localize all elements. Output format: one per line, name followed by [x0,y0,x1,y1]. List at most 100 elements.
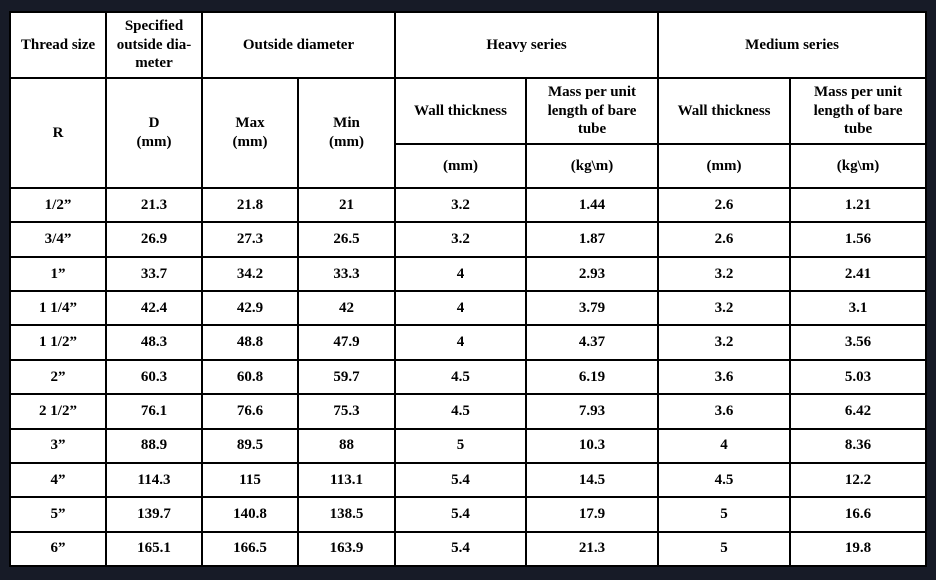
table-cell: 2.41 [789,255,928,293]
table-cell: 6.42 [789,393,928,430]
table-cell: 4 [394,324,528,361]
table-cell: 3.6 [657,393,792,430]
table-cell: 3.6 [657,358,792,396]
table-cell: 88 [296,427,397,464]
header-row-group: Thread size Specified outside dia- meter… [9,11,928,79]
table-row: 3” 88.9 89.5 88 5 10.3 4 8.36 [9,427,928,464]
table-cell: 163.9 [296,530,397,568]
table-cell: 21.3 [525,530,660,568]
table-cell: 8.36 [789,427,928,464]
unit-heavy-wall-mm: (mm) [394,143,528,189]
unit-medium-mass-kgm: (kg\m) [789,143,928,189]
table-cell: 75.3 [296,393,397,430]
table-cell: 1.21 [789,186,928,224]
table-cell: 115 [201,461,299,499]
table-cell: 42 [296,290,397,327]
table-cell: 4.5 [657,461,792,499]
table-cell: 5 [394,427,528,464]
table-cell: 19.8 [789,530,928,568]
table-cell: 1” [9,255,107,293]
table-cell: 48.8 [201,324,299,361]
table-cell: 166.5 [201,530,299,568]
table-cell: 42.4 [105,290,203,327]
col-header-max-mm: Max (mm) [201,77,299,189]
col-header-min-mm: Min (mm) [296,77,397,189]
table-cell: 5.4 [394,496,528,533]
col-header-heavy-series: Heavy series [394,11,660,79]
table-cell: 42.9 [201,290,299,327]
table-cell: 2.6 [657,221,792,258]
table-cell: 12.2 [789,461,928,499]
table-cell: 3/4” [9,221,107,258]
col-header-medium-mass: Mass per unit length of bare tube [789,77,928,145]
table-cell: 1 1/4” [9,290,107,327]
unit-heavy-mass-kgm: (kg\m) [525,143,660,189]
table-cell: 3.79 [525,290,660,327]
table-cell: 5” [9,496,107,533]
header-row-units: (mm) (kg\m) (mm) (kg\m) [10,143,928,189]
table-cell: 1.44 [525,186,660,224]
table-cell: 89.5 [201,427,299,464]
table-cell: 3.2 [394,221,528,258]
table-cell: 60.8 [201,358,299,396]
table-cell: 48.3 [105,324,203,361]
table-cell: 3” [9,427,107,464]
table-cell: 6.19 [525,358,660,396]
table-cell: 138.5 [296,496,397,533]
col-header-specified-od: Specified outside dia- meter [105,11,203,79]
table-row: 6” 165.1 166.5 163.9 5.4 21.3 5 19.8 [9,530,928,568]
table-cell: 4.37 [525,324,660,361]
table-cell: 5.03 [789,358,928,396]
table-cell: 14.5 [525,461,660,499]
table-cell: 3.2 [657,324,792,361]
table-row: 3/4” 26.9 27.3 26.5 3.2 1.87 2.6 1.56 [9,221,928,258]
table-cell: 2” [9,358,107,396]
table-cell: 27.3 [201,221,299,258]
table-cell: 2.6 [657,186,792,224]
table-row: 1 1/2” 48.3 48.8 47.9 4 4.37 3.2 3.56 [9,324,928,361]
table-cell: 113.1 [296,461,397,499]
table-cell: 4 [394,290,528,327]
table-cell: 76.1 [105,393,203,430]
table-cell: 26.9 [105,221,203,258]
table-cell: 59.7 [296,358,397,396]
table-cell: 165.1 [105,530,203,568]
table-row: 5” 139.7 140.8 138.5 5.4 17.9 5 16.6 [9,496,928,533]
table-cell: 1.87 [525,221,660,258]
table-cell: 1.56 [789,221,928,258]
table-body: 1/2” 21.3 21.8 21 3.2 1.44 2.6 1.21 3/4” 26.9 27.3… [9,186,928,568]
table-cell: 33.3 [296,255,397,293]
pipe-dimensions-table: Thread size Specified outside dia- meter… [9,11,928,568]
table-cell: 60.3 [105,358,203,396]
table-cell: 3.2 [657,255,792,293]
table-cell: 4.5 [394,393,528,430]
table-cell: 47.9 [296,324,397,361]
table-cell: 17.9 [525,496,660,533]
table-cell: 3.2 [657,290,792,327]
table-cell: 2.93 [525,255,660,293]
table-cell: 7.93 [525,393,660,430]
table-cell: 3.1 [789,290,928,327]
table-cell: 5 [657,530,792,568]
unit-medium-wall-mm: (mm) [657,143,792,189]
table-cell: 2 1/2” [9,393,107,430]
col-header-thread-size: Thread size [9,11,107,79]
table-cell: 5.4 [394,461,528,499]
table-cell: 1 1/2” [9,324,107,361]
table-cell: 114.3 [105,461,203,499]
header-row-sub: R D (mm) Max (mm) Min (mm) Wall thicknes… [9,77,928,189]
table-cell: 3.56 [789,324,928,361]
table-cell: 88.9 [105,427,203,464]
table-cell: 140.8 [201,496,299,533]
table-cell: 33.7 [105,255,203,293]
table-row: 2” 60.3 60.8 59.7 4.5 6.19 3.6 5.03 [9,358,928,396]
table-cell: 16.6 [789,496,928,533]
table-cell: 21.3 [105,186,203,224]
table-cell: 26.5 [296,221,397,258]
table-cell: 1/2” [9,186,107,224]
table-cell: 4” [9,461,107,499]
table-cell: 21.8 [201,186,299,224]
col-header-medium-series: Medium series [657,11,928,79]
col-header-outside-diameter: Outside diameter [200,11,397,79]
